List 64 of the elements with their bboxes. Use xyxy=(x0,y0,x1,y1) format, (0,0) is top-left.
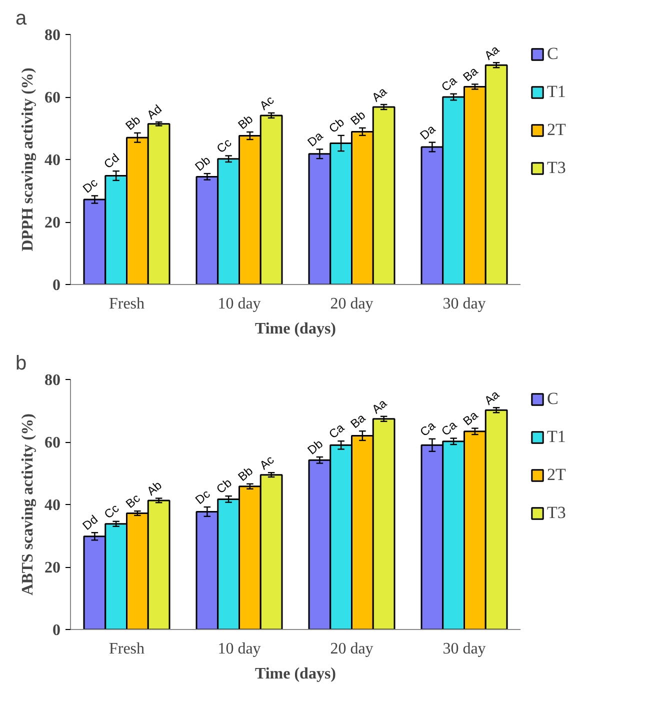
data-label: Bb xyxy=(235,464,256,484)
legend-label: T3 xyxy=(547,503,567,523)
legend-label: T1 xyxy=(547,82,567,102)
chart-title: b xyxy=(16,352,27,374)
data-label: Bb xyxy=(348,108,368,128)
y-tick-label: 40 xyxy=(44,152,60,169)
legend-label: T3 xyxy=(547,158,567,178)
data-label: Ca xyxy=(438,418,460,438)
x-tick-label: Fresh xyxy=(108,640,145,658)
data-label: Ca xyxy=(438,73,460,94)
data-label: Aa xyxy=(482,387,502,408)
data-label: Db xyxy=(304,436,326,458)
chart-title: a xyxy=(16,8,28,30)
y-axis-title: DPPH scaving activity (%) xyxy=(20,68,36,252)
y-tick-label: 0 xyxy=(52,277,60,294)
data-label: Ca xyxy=(326,420,348,442)
data-label: Bb xyxy=(235,112,256,132)
x-axis-title: Time (days) xyxy=(254,320,336,338)
legend-label: T1 xyxy=(547,427,567,447)
data-label: Ca xyxy=(417,418,438,440)
y-tick-label: 20 xyxy=(44,560,60,576)
data-label: Ac xyxy=(256,93,277,113)
data-label: Ba xyxy=(460,408,481,428)
data-label: Aa xyxy=(369,84,390,105)
x-tick-label: 10 day xyxy=(218,296,261,312)
data-label: Aa xyxy=(369,396,390,416)
data-label: Cc xyxy=(214,136,234,156)
data-label: Db xyxy=(192,153,214,174)
y-tick-label: 80 xyxy=(44,372,60,389)
data-label: Cb xyxy=(326,114,348,136)
legend-label: C xyxy=(547,389,560,409)
data-label: Aa xyxy=(482,42,502,63)
data-label: Cc xyxy=(101,501,122,522)
y-tick-label: 60 xyxy=(44,90,60,106)
y-tick-label: 80 xyxy=(44,27,60,44)
legend-label: C xyxy=(547,44,560,64)
data-label: Dc xyxy=(80,176,100,196)
x-tick-label: 30 day xyxy=(442,296,486,312)
data-label: Bc xyxy=(123,491,143,511)
data-label: Da xyxy=(304,128,326,150)
data-label: Ad xyxy=(144,102,164,122)
x-tick-label: Fresh xyxy=(108,296,145,312)
x-axis-title: Time (days) xyxy=(254,666,336,682)
data-label: Dd xyxy=(80,512,101,533)
legend-label: 2T xyxy=(547,465,567,485)
data-label: Da xyxy=(417,122,438,143)
y-tick-label: 60 xyxy=(44,434,60,452)
legend-label: 2T xyxy=(547,120,567,140)
x-tick-label: 20 day xyxy=(330,640,374,658)
data-label: Cb xyxy=(214,476,235,496)
data-label: Bb xyxy=(122,112,144,133)
y-tick-label: 20 xyxy=(44,214,60,232)
x-tick-label: 30 day xyxy=(442,640,486,658)
x-tick-label: 10 day xyxy=(218,640,261,658)
data-label: Ac xyxy=(256,452,277,472)
data-label: Ba xyxy=(460,64,481,84)
data-label: Cd xyxy=(101,150,122,172)
data-label: Ba xyxy=(348,410,368,432)
x-tick-label: 20 day xyxy=(330,296,374,312)
y-axis-title: ABTS scaving activity (%) xyxy=(20,414,36,596)
y-tick-label: 40 xyxy=(44,497,60,514)
data-label: Dc xyxy=(192,486,213,508)
data-label: Ab xyxy=(144,478,165,498)
y-tick-label: 0 xyxy=(52,622,60,639)
